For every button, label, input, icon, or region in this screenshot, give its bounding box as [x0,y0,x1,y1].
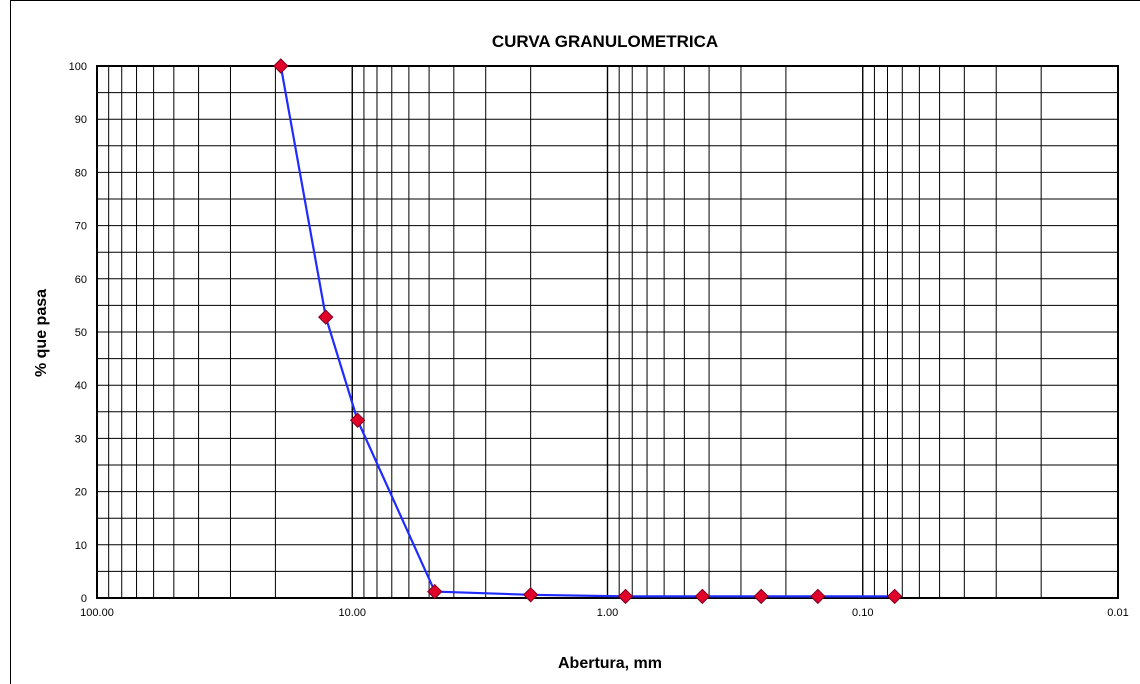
y-axis-label: % que pasa [33,289,50,377]
y-tick-label: 70 [75,221,87,233]
data-point-marker [886,588,903,605]
data-point-marker [273,58,289,74]
data-point-marker [810,588,826,605]
y-axis-ticks: 0 10 20 30 40 50 60 70 80 90 100 [69,61,87,605]
y-tick-label: 20 [75,487,87,499]
grid [97,65,1119,599]
x-tick-label: 10.00 [338,607,366,619]
y-tick-label: 10 [75,540,87,552]
data-point-marker [427,583,443,600]
data-point-marker [349,412,366,429]
x-tick-label: 100.00 [80,607,114,619]
chart-title: CURVA GRANULOMETRICA [492,32,718,51]
x-tick-label: 1.00 [597,607,618,619]
data-point-marker [694,588,711,605]
series-line [279,65,895,598]
chart-frame [10,0,1140,684]
data-point-marker [318,309,334,325]
data-point-marker [617,588,634,605]
data-point-marker [522,587,539,603]
x-axis-ticks: 100.00 10.00 1.00 0.10 0.01 [80,607,1129,619]
x-tick-label: 0.01 [1107,607,1128,619]
series-layer [273,58,903,605]
x-axis-label: Abertura, mm [558,655,662,672]
y-tick-label: 30 [75,433,87,445]
y-tick-label: 90 [75,114,87,126]
plot-area-border [96,65,1119,599]
y-tick-label: 50 [75,327,87,339]
y-tick-label: 0 [81,593,87,605]
y-tick-label: 80 [75,167,87,179]
data-point-marker [753,588,769,605]
x-tick-label: 0.10 [852,607,873,619]
y-tick-label: 100 [69,61,87,73]
y-tick-label: 40 [75,380,87,392]
y-tick-label: 60 [75,274,87,286]
